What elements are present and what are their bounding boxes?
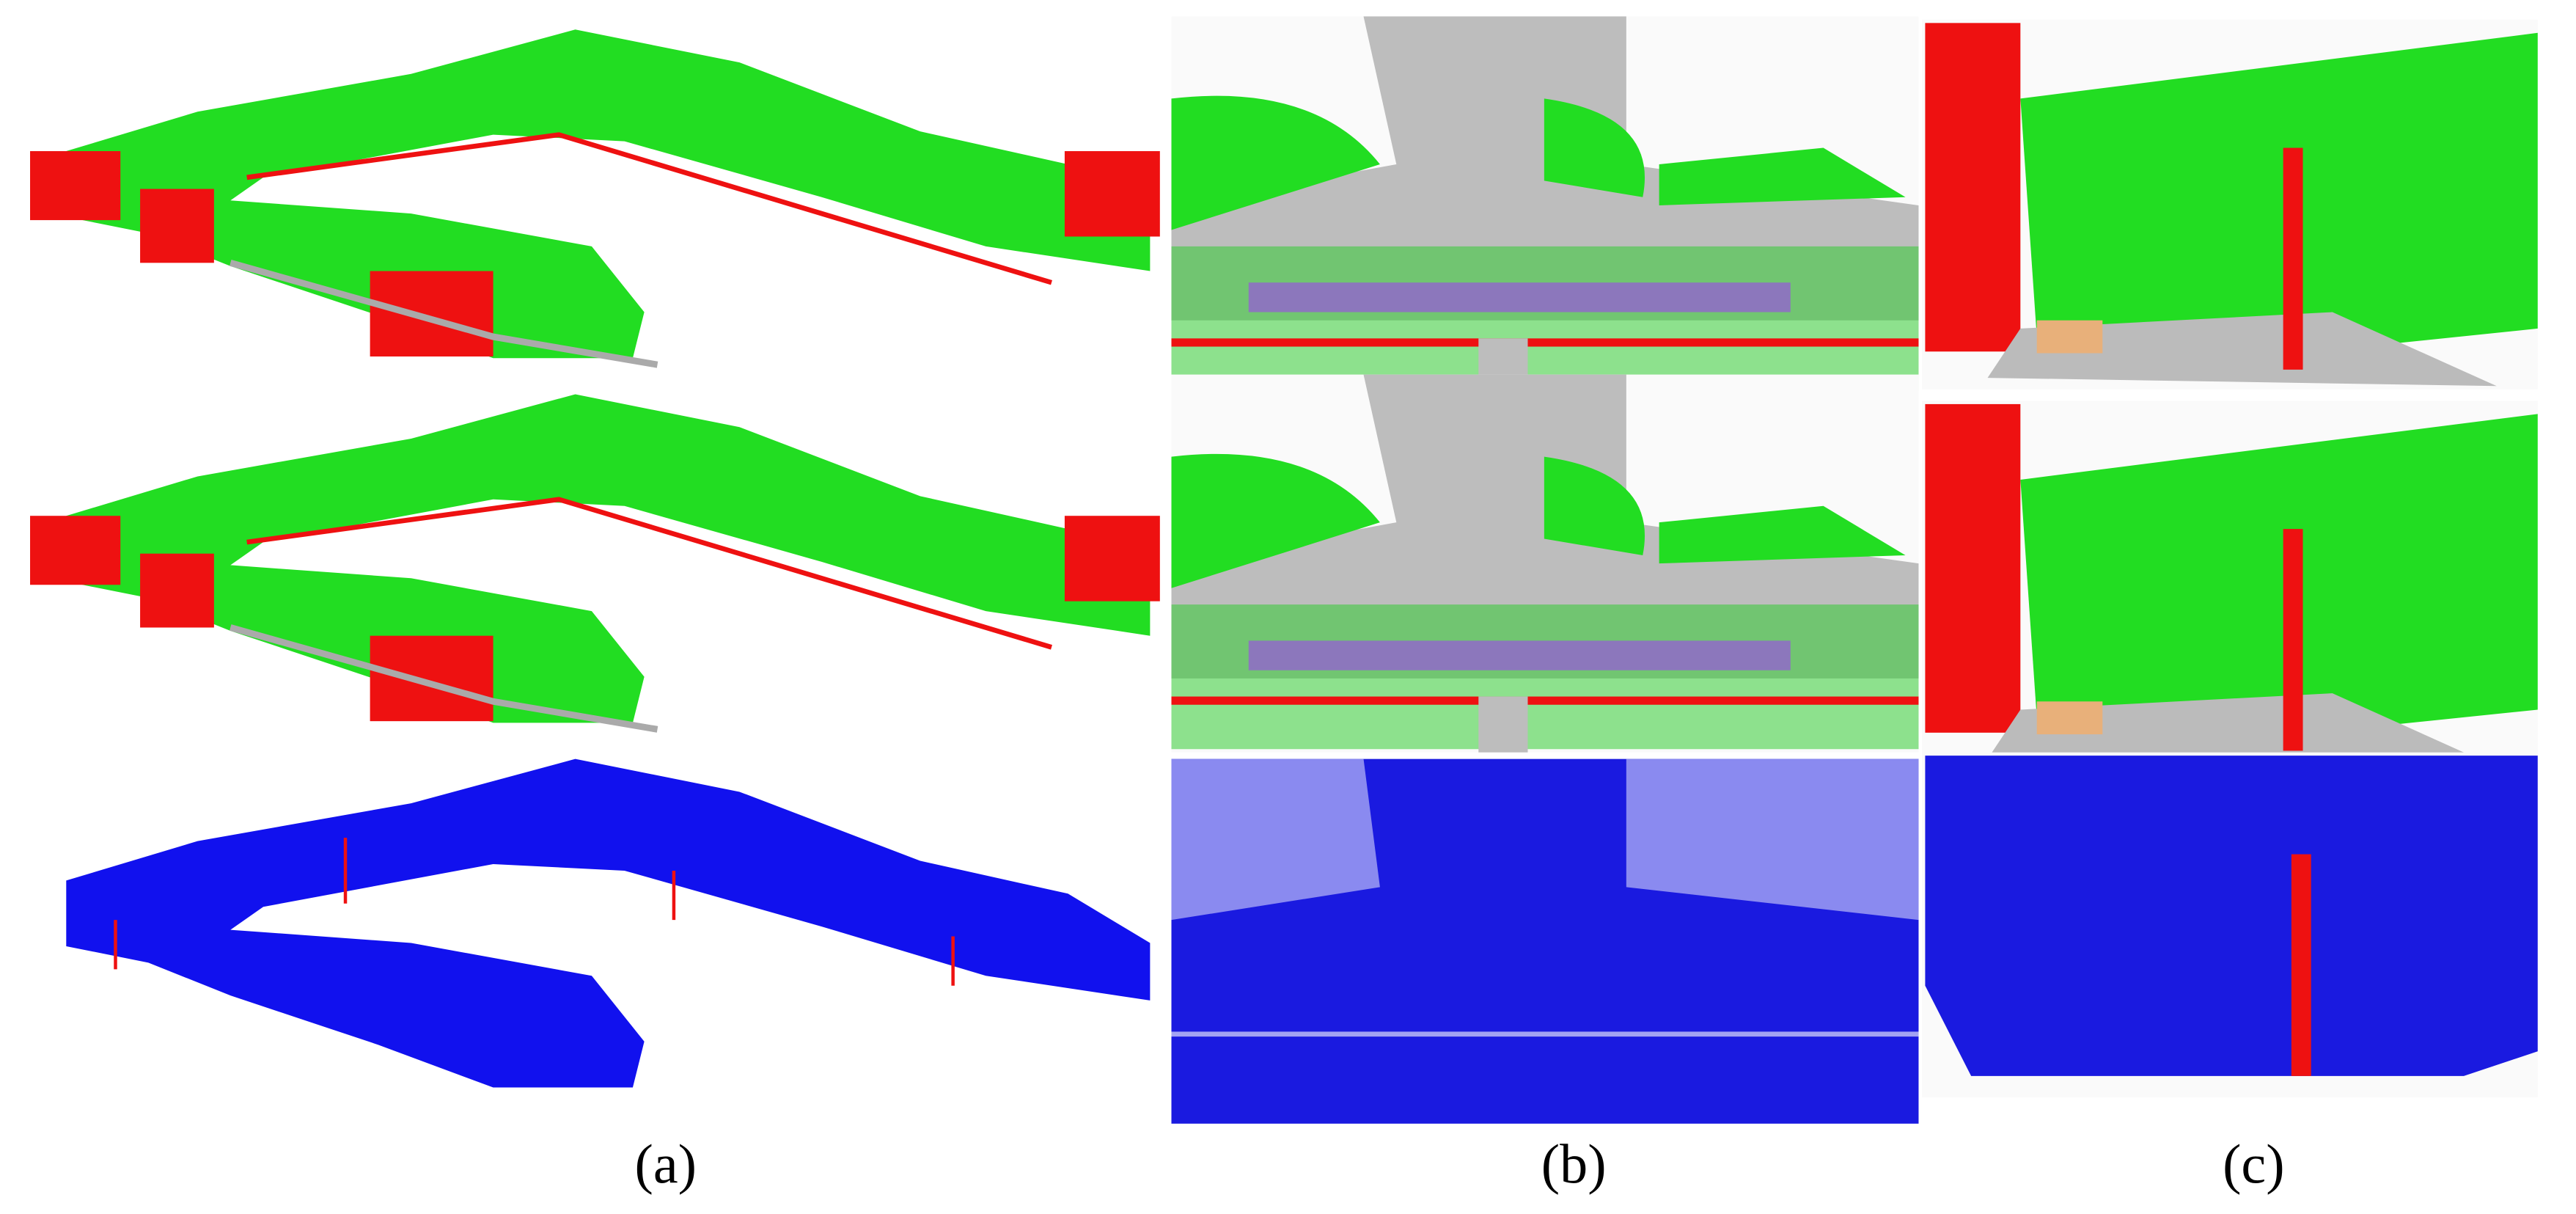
caption: (b) (1541, 1133, 1607, 1195)
panel-c-row2 (1921, 401, 2538, 771)
panel-b-row1 (1171, 16, 1919, 395)
panel-b-row2 (1171, 374, 1919, 753)
panel-c-row3 (1921, 752, 2538, 1097)
caption: (c) (2223, 1133, 2285, 1195)
caption: (a) (634, 1133, 697, 1195)
panel-c-row1 (1921, 19, 2538, 390)
panel-a-row2 (30, 394, 1160, 729)
panel-b-row3 (1171, 758, 1919, 1124)
panel-a-row1 (30, 29, 1160, 365)
panel-a-row3 (66, 758, 1151, 1088)
